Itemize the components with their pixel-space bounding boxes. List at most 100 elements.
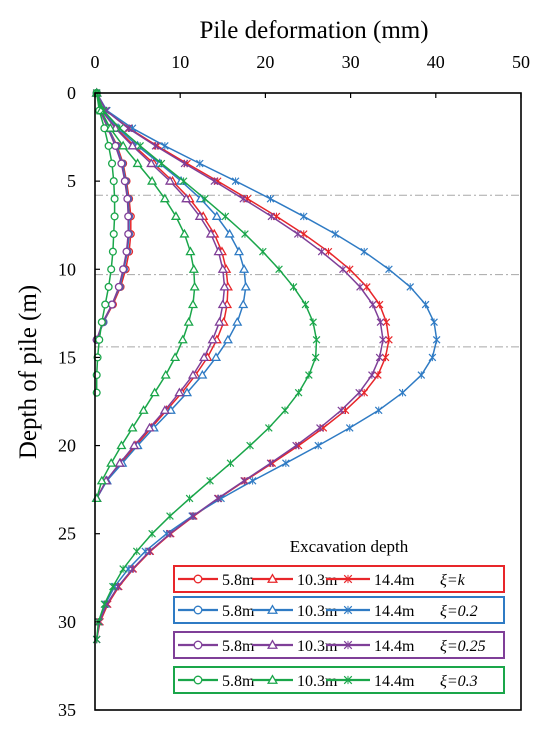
data-point-cross bbox=[345, 424, 354, 432]
data-point-cross bbox=[289, 283, 298, 291]
data-point-cross bbox=[210, 177, 219, 185]
data-point-circle bbox=[193, 640, 203, 650]
data-point-cross bbox=[166, 529, 174, 538]
y-tick-label: 25 bbox=[58, 524, 76, 544]
y-tick-label: 5 bbox=[67, 171, 76, 191]
data-point-circle bbox=[97, 318, 106, 327]
data-point-triangle bbox=[129, 440, 140, 450]
data-point-triangle bbox=[183, 316, 194, 326]
series-0.3-5.8m bbox=[92, 88, 119, 397]
series-0.25-10.3m bbox=[91, 87, 230, 503]
data-point-triangle bbox=[195, 193, 206, 203]
legend-group-label: ξ=0.3 bbox=[440, 673, 478, 690]
data-point-cross bbox=[195, 159, 204, 168]
data-point-circle bbox=[193, 605, 203, 615]
data-point-triangle bbox=[238, 299, 249, 309]
data-point-cross bbox=[301, 300, 310, 309]
series-k-14.4m bbox=[92, 89, 393, 644]
data-point-circle bbox=[108, 247, 117, 256]
data-point-triangle bbox=[224, 228, 235, 238]
data-point-triangle bbox=[197, 369, 208, 379]
data-point-cross bbox=[343, 675, 353, 685]
data-point-triangle bbox=[217, 264, 228, 273]
data-point-cross bbox=[317, 247, 326, 256]
data-point-circle bbox=[193, 675, 203, 685]
data-point-cross bbox=[343, 640, 353, 650]
data-point-triangle bbox=[149, 387, 160, 397]
x-axis-ticks: 0 10 20 30 40 50 bbox=[91, 52, 530, 98]
data-point-triangle bbox=[189, 281, 200, 291]
data-point-triangle bbox=[159, 193, 170, 203]
data-point-cross bbox=[382, 318, 391, 326]
data-point-triangle bbox=[211, 211, 222, 220]
data-point-circle bbox=[110, 212, 119, 221]
data-point-cross bbox=[226, 459, 235, 468]
legend: Excavation depth 5.8m 10.3m 14.4m ξ=k 5.8m 10… bbox=[173, 537, 505, 694]
legend-entry-label: 10.3m bbox=[297, 572, 338, 589]
data-point-cross bbox=[267, 212, 276, 221]
data-point-cross bbox=[136, 142, 144, 150]
data-point-cross bbox=[316, 424, 324, 432]
x-tick-label: 20 bbox=[256, 52, 274, 72]
data-point-circle bbox=[107, 300, 117, 309]
data-point-triangle bbox=[91, 493, 102, 503]
legend-entry-label: 10.3m bbox=[297, 603, 338, 620]
x-tick-label: 40 bbox=[427, 52, 445, 72]
legend-group: 5.8m 10.3m 14.4m ξ=0.25 bbox=[173, 631, 505, 659]
data-point-triangle bbox=[188, 264, 199, 273]
data-point-triangle bbox=[96, 475, 107, 485]
data-point-cross bbox=[417, 371, 426, 379]
legend-group: 5.8m 10.3m 14.4m ξ=k bbox=[173, 565, 505, 593]
data-point-cross bbox=[180, 159, 189, 168]
series-0.3-14.4m bbox=[92, 89, 321, 644]
legend-entry-label: 5.8m bbox=[222, 638, 255, 655]
data-point-triangle bbox=[233, 246, 245, 256]
legend-entry-label: 5.8m bbox=[222, 603, 255, 620]
data-point-triangle bbox=[267, 573, 278, 583]
data-point-triangle bbox=[267, 604, 278, 614]
data-point-cross bbox=[231, 177, 240, 185]
data-point-triangle bbox=[219, 281, 230, 291]
data-point-triangle bbox=[232, 316, 243, 326]
data-point-circle bbox=[193, 574, 203, 584]
data-point-cross bbox=[432, 335, 441, 344]
data-point-cross bbox=[331, 230, 340, 238]
data-point-cross bbox=[428, 353, 437, 362]
legend-entry-label: 14.4m bbox=[374, 572, 415, 589]
data-point-circle bbox=[109, 177, 118, 186]
data-point-triangle bbox=[144, 422, 155, 432]
data-point-cross bbox=[246, 441, 254, 450]
data-point-triangle bbox=[159, 405, 170, 414]
data-point-cross bbox=[339, 265, 347, 274]
data-point-cross bbox=[124, 124, 133, 133]
data-point-cross bbox=[299, 212, 308, 221]
data-point-cross bbox=[213, 494, 222, 503]
data-point-cross bbox=[100, 600, 109, 609]
legend-entry-label: 10.3m bbox=[297, 673, 338, 690]
data-point-cross bbox=[166, 512, 174, 520]
data-point-triangle bbox=[105, 123, 116, 132]
excavation-level-guides bbox=[95, 194, 521, 348]
data-point-cross bbox=[375, 300, 384, 309]
data-point-triangle bbox=[240, 281, 251, 291]
data-point-triangle bbox=[127, 140, 138, 150]
data-point-triangle bbox=[199, 352, 210, 362]
data-point-cross bbox=[189, 512, 197, 520]
data-point-circle bbox=[123, 194, 132, 203]
legend-entry-label: 5.8m bbox=[222, 572, 255, 589]
data-point-circle bbox=[104, 141, 113, 150]
data-point-cross bbox=[430, 318, 438, 326]
data-point-cross bbox=[398, 388, 407, 397]
legend-title: Excavation depth bbox=[290, 537, 409, 556]
data-point-triangle bbox=[164, 175, 176, 185]
data-point-circle bbox=[95, 335, 104, 344]
data-point-cross bbox=[311, 353, 320, 362]
data-point-triangle bbox=[132, 158, 143, 168]
legend-entry-label: 10.3m bbox=[297, 638, 338, 655]
data-point-cross bbox=[294, 388, 303, 397]
data-point-cross bbox=[385, 265, 393, 274]
data-point-triangle bbox=[138, 405, 149, 414]
data-point-triangle bbox=[210, 352, 222, 362]
data-point-cross bbox=[266, 459, 275, 468]
